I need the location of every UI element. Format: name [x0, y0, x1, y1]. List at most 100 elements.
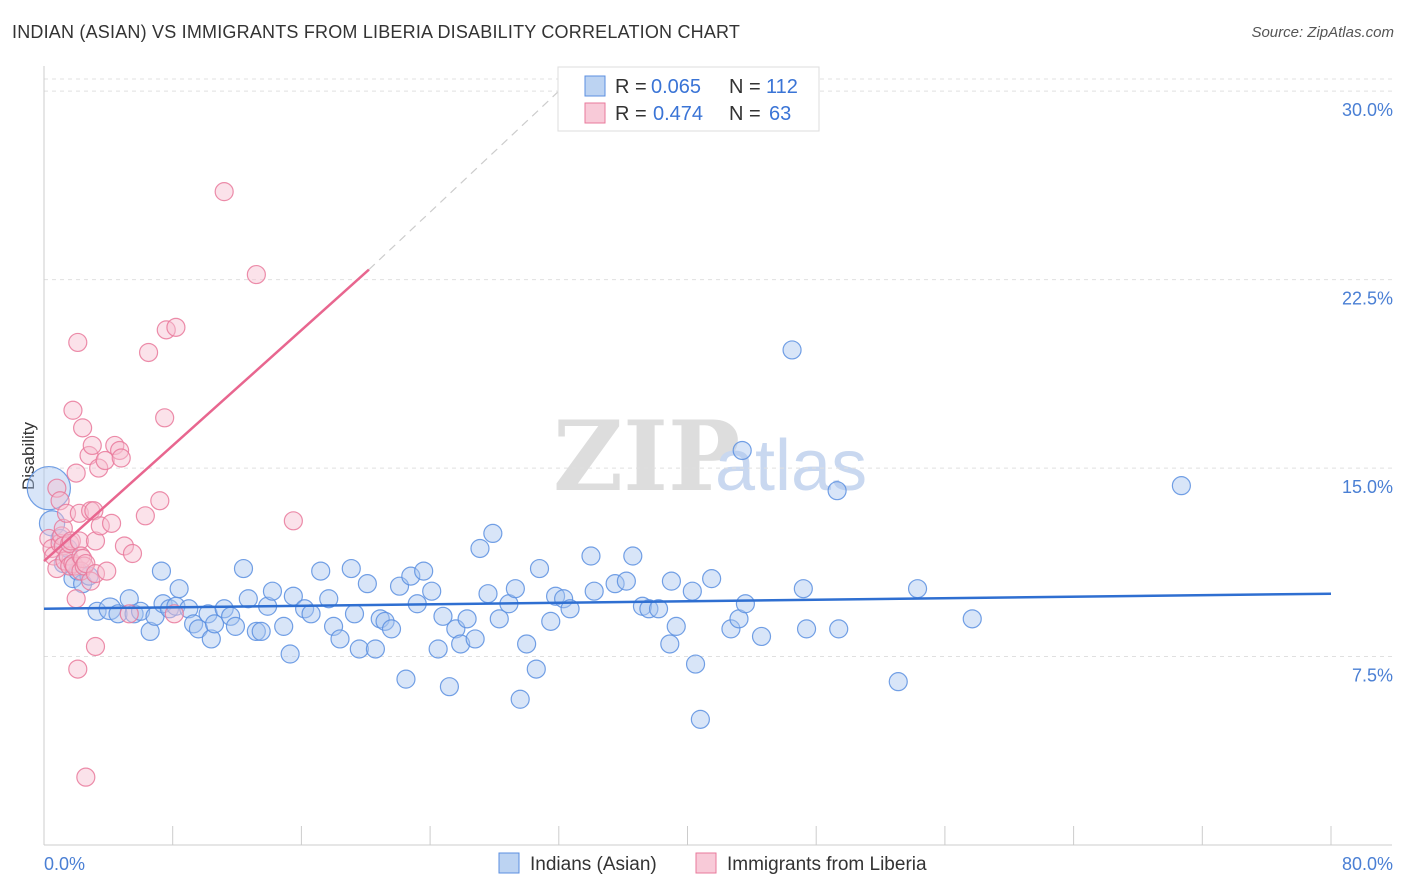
point-indians [702, 569, 722, 589]
point-indians [375, 611, 395, 631]
point-indians [323, 616, 344, 636]
trend-line-indians [43, 592, 1332, 611]
point-indians [451, 634, 471, 654]
legend-r-label-1: R = [615, 76, 647, 98]
scatter-points [26, 182, 1191, 787]
trend-lines [43, 90, 1332, 611]
point-liberia [76, 553, 96, 574]
point-liberia [138, 342, 159, 363]
legend-box: R = 0.065 N = 112 R = 0.474 N = 63 [557, 66, 820, 132]
bottom-legend-label-liberia: Immigrants from Liberia [727, 854, 927, 875]
legend-swatch-indians [584, 75, 606, 97]
point-liberia [166, 317, 186, 337]
point-indians [422, 581, 442, 601]
point-indians [888, 672, 908, 692]
point-liberia [73, 418, 93, 438]
point-liberia [97, 561, 117, 581]
point-liberia [135, 506, 155, 526]
point-indians [605, 574, 625, 594]
point-indians [648, 599, 669, 619]
point-liberia [90, 516, 110, 536]
trend-extension-liberia [368, 90, 560, 270]
x-tick-label-min: 0.0% [44, 854, 85, 874]
point-indians [560, 599, 580, 619]
point-indians [204, 614, 225, 634]
y-tick-labels: 7.5% 15.0% 22.5% 30.0% [1342, 100, 1393, 685]
axes [43, 66, 1392, 846]
point-indians [751, 626, 772, 647]
point-indians [796, 619, 817, 639]
point-indians [357, 574, 377, 594]
point-indians [26, 465, 72, 511]
point-indians [344, 604, 365, 624]
point-liberia [214, 182, 234, 202]
point-liberia [155, 408, 175, 428]
point-indians [505, 579, 525, 599]
point-indians [365, 639, 386, 659]
point-liberia [44, 546, 64, 566]
point-indians [274, 616, 294, 636]
point-liberia [85, 564, 106, 584]
point-indians [735, 594, 756, 614]
point-indians [301, 604, 321, 624]
point-liberia [114, 536, 135, 556]
point-indians [457, 609, 477, 629]
point-indians [439, 677, 460, 697]
point-indians [428, 639, 448, 659]
point-indians [666, 616, 686, 636]
point-indians [690, 709, 710, 729]
point-indians [907, 579, 928, 599]
point-liberia [82, 435, 102, 456]
point-liberia [68, 659, 88, 679]
point-indians [179, 599, 199, 619]
point-liberia [66, 463, 86, 483]
point-indians [233, 558, 254, 579]
watermark-atlas: atlas [715, 426, 867, 506]
point-indians [381, 619, 402, 639]
point-indians [478, 584, 498, 604]
point-indians [510, 689, 530, 709]
point-indians [685, 654, 706, 674]
point-liberia [111, 448, 131, 468]
point-liberia [73, 548, 93, 569]
point-liberia [246, 264, 266, 285]
point-indians [829, 619, 849, 639]
point-indians [526, 659, 546, 679]
legend-r-label-2: R = [615, 103, 647, 125]
point-indians [721, 619, 741, 639]
point-liberia [95, 450, 115, 471]
point-liberia [47, 478, 67, 498]
point-indians [465, 629, 485, 649]
bottom-legend-label-indians: Indians (Asian) [530, 854, 657, 875]
y-tick-label: 30.0% [1342, 100, 1393, 120]
point-indians [246, 621, 266, 642]
point-indians [108, 604, 128, 624]
point-indians [214, 599, 234, 619]
trend-line-liberia [43, 268, 370, 562]
legend-n-value-2: 63 [769, 103, 791, 125]
point-indians [782, 340, 802, 360]
point-liberia [68, 332, 88, 353]
point-liberia [64, 556, 85, 576]
point-indians [616, 571, 636, 591]
point-indians [962, 609, 982, 629]
point-indians [581, 546, 601, 566]
point-liberia [101, 513, 122, 533]
point-liberia [63, 400, 83, 420]
legend-n-label-2: N = [729, 103, 761, 125]
watermark-zip: ZIP [553, 400, 740, 513]
point-indians [311, 561, 331, 581]
x-ticks [43, 826, 1332, 845]
point-indians [414, 561, 434, 581]
point-indians [349, 639, 369, 659]
point-indians [251, 621, 271, 642]
point-indians [483, 523, 503, 544]
legend-n-label-1: N = [729, 76, 761, 98]
point-liberia [89, 458, 109, 478]
point-liberia [110, 440, 130, 461]
point-indians [517, 634, 537, 654]
point-indians [319, 589, 339, 609]
point-indians [639, 599, 659, 619]
point-liberia [85, 636, 106, 657]
